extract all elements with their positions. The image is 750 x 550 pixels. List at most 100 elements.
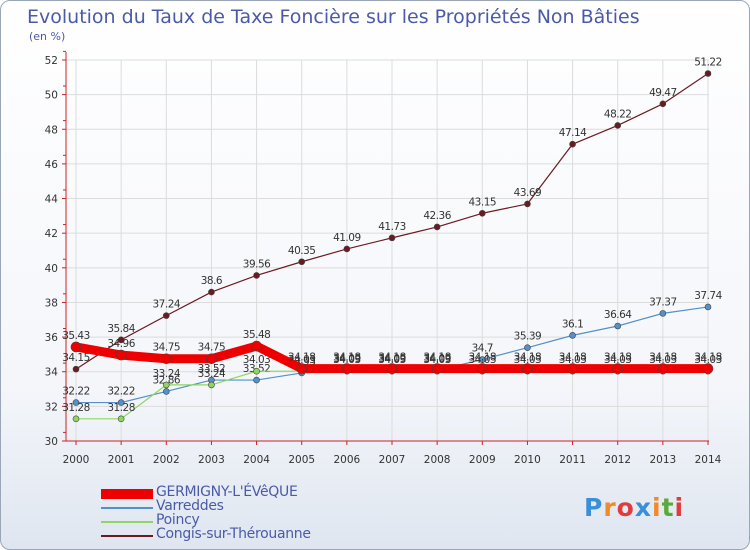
- point-germigny-2013: [657, 363, 669, 374]
- data-label-congis-2000: 34.15: [62, 352, 90, 364]
- point-poincy-2001: [117, 415, 125, 423]
- point-poincy-2004: [253, 367, 260, 375]
- point-varreddes-2009: [478, 356, 486, 363]
- data-label-poincy-2000: 31.28: [62, 402, 90, 414]
- point-poincy-2003: [208, 381, 215, 389]
- y-tick-label-32: 32: [45, 401, 58, 413]
- data-label-germigny-2012: 34.18: [604, 352, 632, 364]
- y-tick-label-50: 50: [45, 90, 58, 102]
- y-tick-label-46: 46: [45, 159, 59, 171]
- data-label-germigny-2002: 34.75: [153, 342, 181, 354]
- point-germigny-2000: [70, 341, 82, 353]
- data-label-congis-2009: 43.15: [469, 196, 497, 208]
- point-varreddes-2011: [569, 332, 576, 339]
- data-label-varreddes-2011: 36.1: [562, 318, 583, 330]
- point-congis-2009: [478, 209, 486, 217]
- x-tick-label-2008: 2008: [424, 454, 451, 466]
- y-tick-label-38: 38: [45, 297, 58, 309]
- x-tick-label-2006: 2006: [333, 454, 360, 466]
- data-label-poincy-2012: 34.03: [604, 354, 632, 366]
- point-germigny-2014: [702, 363, 714, 374]
- data-label-congis-2001: 35.84: [107, 323, 135, 335]
- data-label-germigny-2000: 35.43: [62, 330, 90, 342]
- y-tick-label-36: 36: [45, 332, 59, 344]
- data-label-poincy-2002: 33.24: [153, 368, 181, 380]
- point-congis-2004: [253, 272, 260, 279]
- data-label-varreddes-2002: 32.86: [153, 374, 181, 386]
- data-label-varreddes-2009: 34.7: [472, 343, 493, 355]
- x-tick-label-2004: 2004: [243, 454, 270, 466]
- point-germigny-2006: [341, 363, 353, 374]
- point-congis-2008: [433, 223, 441, 231]
- data-label-poincy-2013: 34.03: [649, 354, 677, 366]
- data-label-varreddes-2001: 32.22: [107, 386, 135, 398]
- data-label-congis-2003: 38.6: [201, 275, 223, 287]
- data-label-congis-2013: 49.47: [649, 87, 677, 99]
- y-tick-label-48: 48: [45, 124, 58, 136]
- x-tick-label-2009: 2009: [469, 454, 496, 466]
- data-label-congis-2010: 43.69: [514, 187, 542, 199]
- point-germigny-2005: [296, 363, 308, 374]
- data-label-varreddes-2006: 34.09: [333, 353, 361, 365]
- point-congis-2012: [614, 122, 622, 129]
- legend-label-germigny: GERMIGNY-L'ÉVêQUE: [156, 484, 298, 500]
- data-label-varreddes-2003: 33.52: [198, 363, 226, 375]
- point-varreddes-2001: [117, 399, 125, 406]
- data-label-germigny-2011: 34.18: [559, 352, 587, 364]
- legend-label-congis: Congis-sur-Thérouanne: [156, 526, 311, 542]
- x-tick-label-2003: 2003: [198, 454, 225, 466]
- data-label-germigny-2010: 34.18: [514, 352, 542, 364]
- point-varreddes-2002: [162, 388, 170, 395]
- point-germigny-2007: [386, 363, 398, 374]
- legend-swatch-congis: [101, 535, 153, 537]
- data-label-congis-2007: 41.73: [378, 221, 406, 233]
- data-label-germigny-2005: 34.18: [288, 352, 316, 364]
- data-label-germigny-2007: 34.18: [378, 352, 406, 364]
- point-germigny-2010: [522, 363, 533, 374]
- data-label-varreddes-2013: 37.37: [649, 296, 677, 308]
- data-label-germigny-2008: 34.18: [423, 352, 451, 364]
- data-label-congis-2004: 39.56: [243, 258, 271, 270]
- x-tick-label-2000: 2000: [63, 454, 90, 466]
- legend-swatch-germigny: [101, 489, 153, 499]
- data-label-congis-2012: 48.22: [604, 108, 632, 120]
- point-varreddes-2013: [659, 310, 667, 317]
- x-tick-label-2007: 2007: [379, 454, 406, 466]
- point-germigny-2009: [476, 363, 488, 374]
- legend-swatch-poincy: [101, 521, 153, 523]
- point-varreddes-2000: [72, 399, 80, 406]
- point-congis-2013: [659, 100, 667, 108]
- data-label-poincy-2001: 31.28: [107, 402, 135, 414]
- point-congis-2010: [524, 200, 531, 208]
- point-germigny-2012: [612, 363, 624, 374]
- proxiti-logo: Proxiti: [584, 493, 685, 522]
- data-label-congis-2011: 47.14: [559, 127, 587, 139]
- data-label-varreddes-2000: 32.22: [62, 386, 90, 398]
- x-tick-label-2014: 2014: [695, 454, 722, 466]
- legend-label-poincy: Poincy: [156, 512, 200, 528]
- data-label-varreddes-2008: 34.09: [423, 353, 451, 365]
- chart-subtitle: (en %): [29, 30, 66, 43]
- data-label-germigny-2009: 34.18: [469, 352, 497, 364]
- point-varreddes-2014: [704, 303, 712, 311]
- point-congis-2006: [343, 245, 351, 253]
- x-tick-label-2010: 2010: [514, 454, 541, 466]
- point-congis-2003: [208, 288, 215, 296]
- data-label-congis-2014: 51.22: [694, 57, 722, 69]
- data-label-varreddes-2010: 35.39: [514, 331, 542, 343]
- data-label-varreddes-2007: 34.09: [378, 353, 406, 365]
- x-tick-label-2013: 2013: [649, 454, 676, 466]
- point-varreddes-2010: [524, 344, 531, 351]
- data-label-congis-2002: 37.24: [153, 299, 181, 311]
- data-label-poincy-2009: 34.03: [469, 354, 497, 366]
- x-tick-label-2001: 2001: [108, 454, 135, 466]
- point-germigny-2008: [431, 363, 443, 374]
- data-label-congis-2008: 42.36: [423, 210, 451, 222]
- point-poincy-2002: [162, 381, 170, 389]
- y-tick-label-44: 44: [45, 194, 59, 206]
- point-congis-2001: [117, 336, 125, 344]
- data-label-poincy-2007: 34.03: [378, 354, 406, 366]
- data-label-germigny-2001: 34.96: [107, 338, 135, 350]
